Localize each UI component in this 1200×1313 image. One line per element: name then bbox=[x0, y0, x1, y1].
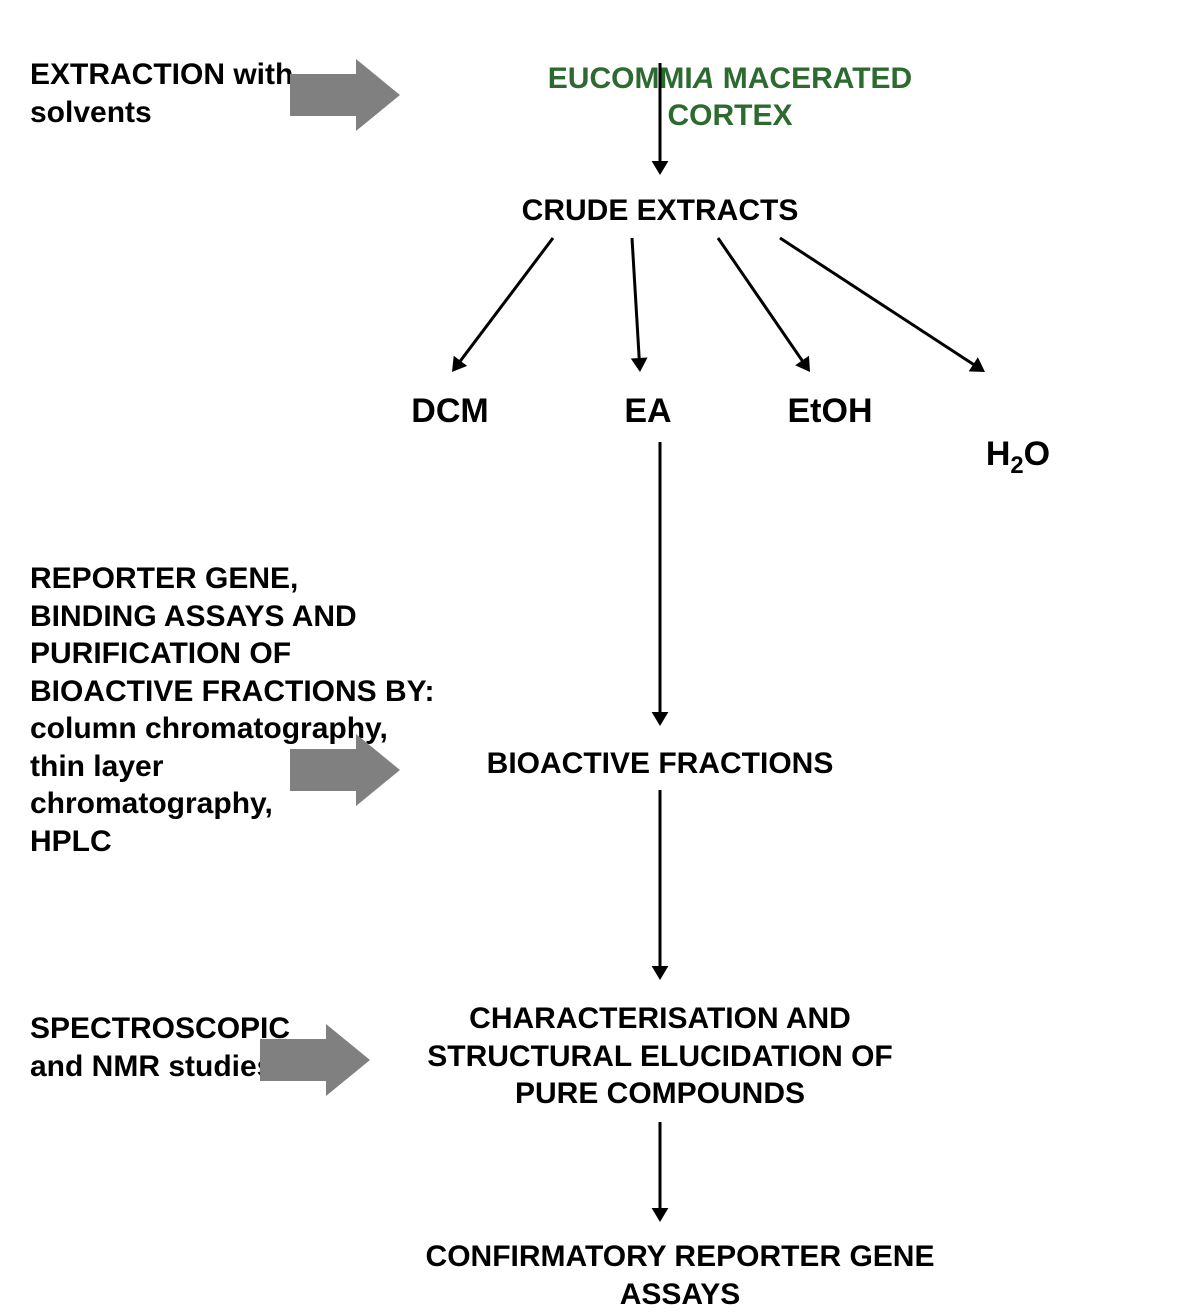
thin-arrow-head-icon bbox=[969, 357, 985, 372]
thin-arrow-head-icon bbox=[652, 1208, 669, 1222]
thin-arrow-head-icon bbox=[652, 966, 669, 980]
node-etoh: EtOH bbox=[788, 390, 873, 433]
node-bioactive: BIOACTIVE FRACTIONS bbox=[487, 745, 834, 783]
thin-arrow-head-icon bbox=[452, 356, 467, 372]
thin-arrow-head-icon bbox=[652, 161, 669, 175]
title-italic: A bbox=[693, 62, 715, 95]
thin-arrow-head-icon bbox=[631, 358, 648, 372]
flowchart-stage: EUCOMMIA MACERATED CORTEX EXTRACTION wit… bbox=[0, 0, 1200, 1279]
h2o-sub: 2 bbox=[1010, 451, 1023, 478]
h2o-prefix: H bbox=[986, 435, 1011, 473]
thin-arrow-head-icon bbox=[652, 712, 669, 726]
node-characterisation: CHARACTERISATION AND STRUCTURAL ELUCIDAT… bbox=[427, 1000, 893, 1113]
node-title: EUCOMMIA MACERATED CORTEX bbox=[495, 22, 965, 135]
node-confirmatory: CONFIRMATORY REPORTER GENE ASSAYS bbox=[420, 1238, 940, 1313]
thin-arrow-head-icon bbox=[795, 356, 810, 372]
title-prefix: EUCOMMI bbox=[548, 62, 693, 95]
node-h2o: H2O bbox=[986, 390, 1050, 480]
thin-arrow-line bbox=[632, 238, 639, 364]
thin-arrow-line bbox=[457, 238, 553, 365]
node-ea: EA bbox=[624, 390, 671, 433]
side-label-spectroscopic: SPECTROSCOPIC and NMR studies bbox=[30, 1010, 290, 1085]
node-crude-extracts: CRUDE EXTRACTS bbox=[522, 192, 799, 230]
thin-arrow-line bbox=[780, 238, 978, 367]
thick-arrow-icon bbox=[290, 59, 400, 131]
node-dcm: DCM bbox=[411, 390, 488, 433]
thin-arrow-line bbox=[718, 238, 805, 365]
side-label-extraction: EXTRACTION with solvents bbox=[30, 56, 293, 131]
h2o-suffix: O bbox=[1024, 435, 1050, 473]
side-label-reporter: REPORTER GENE, BINDING ASSAYS AND PURIFI… bbox=[30, 560, 434, 860]
